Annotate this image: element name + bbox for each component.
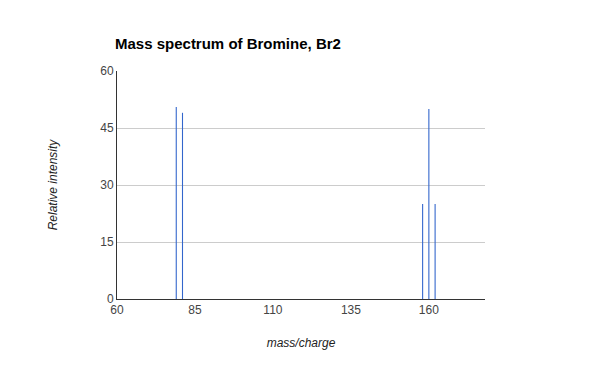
svg-text:85: 85 [188,303,202,317]
svg-text:mass/charge: mass/charge [267,336,336,350]
svg-text:60: 60 [110,303,124,317]
svg-text:0: 0 [107,292,114,306]
svg-text:160: 160 [419,303,439,317]
svg-text:Mass spectrum of Bromine, Br2: Mass spectrum of Bromine, Br2 [115,35,341,52]
svg-text:15: 15 [100,235,114,249]
svg-text:45: 45 [100,121,114,135]
svg-text:110: 110 [263,303,282,317]
svg-text:Relative intensity: Relative intensity [46,139,60,231]
svg-text:60: 60 [100,64,114,78]
svg-text:135: 135 [341,303,361,317]
svg-text:30: 30 [100,178,114,192]
